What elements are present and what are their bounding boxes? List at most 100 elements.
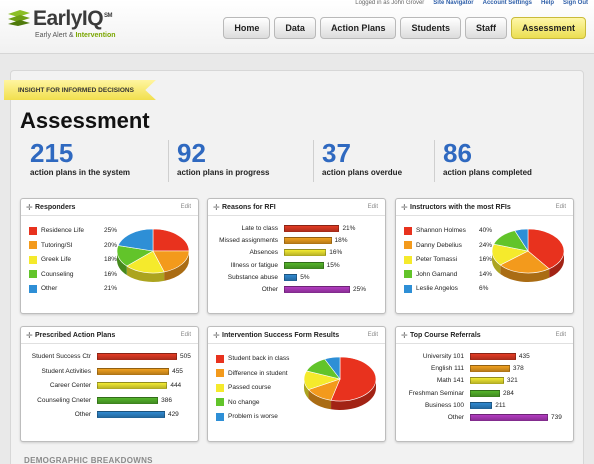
bar xyxy=(470,389,500,397)
pie-slice xyxy=(514,228,529,253)
card-title: Intervention Success Form Results xyxy=(222,332,340,339)
move-icon[interactable]: ✛ xyxy=(401,203,408,212)
bar-row: Freshman Seminar 284 xyxy=(396,389,575,399)
legend-swatch xyxy=(404,284,412,293)
bar-label: Substance abuse xyxy=(227,273,278,281)
bar-value: 21% xyxy=(342,225,356,232)
card-header: ✛ Responders Edit xyxy=(21,199,198,216)
legend-label: Residence Life xyxy=(41,227,84,234)
card-header: ✛ Reasons for RFI Edit xyxy=(208,199,385,216)
responders-card: ✛ Responders Edit Residence Life 25% Tutor… xyxy=(20,198,199,314)
legend-percent: 25% xyxy=(104,227,118,234)
bar-value: 378 xyxy=(512,365,524,373)
logged-in-text: Logged in as John Grover xyxy=(355,0,425,6)
pie-slice-side xyxy=(164,251,189,281)
edit-button[interactable]: Edit xyxy=(555,332,566,338)
edit-button[interactable]: Edit xyxy=(367,204,378,210)
main-nav: Home Data Action Plans Students Staff As… xyxy=(223,17,586,39)
edit-button[interactable]: Edit xyxy=(555,204,566,210)
bar-value: 505 xyxy=(180,353,191,360)
account-settings-link[interactable]: Account Settings xyxy=(482,0,532,6)
card-header: ✛ Intervention Success Form Results Edit xyxy=(208,327,385,344)
move-icon[interactable]: ✛ xyxy=(213,331,220,340)
legend-swatch xyxy=(216,354,224,363)
pie-slice xyxy=(527,228,565,270)
legend-percent: 6% xyxy=(479,285,489,292)
legend-label: John Garnand xyxy=(416,270,458,278)
help-link[interactable]: Help xyxy=(540,0,554,6)
insight-ribbon: INSIGHT FOR INFORMED DECISIONS xyxy=(4,80,156,100)
bar xyxy=(470,401,493,409)
bar-value: 321 xyxy=(506,377,518,385)
legend-label: Problem is worse xyxy=(228,413,278,420)
brand-name[interactable]: EarlyIQSM xyxy=(33,7,113,30)
instructors-pie xyxy=(491,228,565,283)
bar xyxy=(470,353,516,360)
legend-label: Danny Debelius xyxy=(416,241,462,249)
nav-data[interactable]: Data xyxy=(274,17,316,39)
move-icon[interactable]: ✛ xyxy=(26,203,33,212)
nav-staff[interactable]: Staff xyxy=(464,17,507,39)
pie-slice-side xyxy=(331,379,376,411)
edit-button[interactable]: Edit xyxy=(180,332,191,338)
pie-slice xyxy=(152,250,190,273)
move-icon[interactable]: ✛ xyxy=(213,203,220,212)
legend-item: Other 21% xyxy=(29,283,117,294)
bar-label: Other xyxy=(74,411,91,418)
pie-slice-side xyxy=(500,265,550,283)
nav-assessment[interactable]: Assessment xyxy=(510,17,586,39)
nav-students[interactable]: Students xyxy=(400,17,461,39)
legend-label: Counseling xyxy=(41,270,74,278)
legend-percent: 20% xyxy=(104,241,118,249)
bar xyxy=(470,377,504,385)
bar-value: 284 xyxy=(502,389,514,397)
bar xyxy=(284,261,324,269)
legend-item: No change xyxy=(216,397,259,408)
stat-overdue: 37 action plans overdue xyxy=(313,140,402,182)
legend-item: Peter Tomassi 16% xyxy=(404,254,492,265)
move-icon[interactable]: ✛ xyxy=(401,331,408,340)
intervention-card: ✛ Intervention Success Form Results Edit… xyxy=(207,326,386,442)
stat-completed: 86 action plans completed xyxy=(434,140,532,182)
legend-swatch xyxy=(404,226,412,235)
stat-value: 215 xyxy=(30,138,74,168)
bar-value: 5% xyxy=(300,273,310,281)
intervention-pie xyxy=(303,356,377,411)
pie-slice xyxy=(324,356,341,380)
nav-home[interactable]: Home xyxy=(223,17,271,39)
legend-label: Student back in class xyxy=(228,355,290,362)
bar-value: 16% xyxy=(329,249,343,257)
edit-button[interactable]: Edit xyxy=(367,332,378,338)
demographic-breakdowns-heading: DEMOGRAPHIC BREAKDOWNS xyxy=(24,456,153,464)
sign-out-link[interactable]: Sign Out xyxy=(563,0,588,6)
pie-slice xyxy=(330,356,377,402)
legend-label: No change xyxy=(228,398,260,406)
pie-slice xyxy=(499,250,550,274)
user-bar: Logged in as John Grover Site Navigator … xyxy=(355,0,588,6)
legend-label: Leslie Angelos xyxy=(416,285,458,292)
brand-superscript: SM xyxy=(104,13,113,19)
nav-action-plans[interactable]: Action Plans xyxy=(319,17,397,39)
page-title: Assessment xyxy=(20,108,150,133)
card-title: Reasons for RFI xyxy=(222,204,276,211)
legend-percent: 21% xyxy=(104,285,118,292)
legend-item: Danny Debelius 24% xyxy=(404,240,492,251)
bar-label: Missed assignments xyxy=(219,237,278,245)
edit-button[interactable]: Edit xyxy=(180,204,191,210)
bar-value: 435 xyxy=(518,353,530,360)
bar-label: Late to class xyxy=(241,225,279,232)
bar-label: Absences xyxy=(249,249,278,257)
bar-label: Freshman Seminar xyxy=(408,389,464,397)
bar-value: 386 xyxy=(161,396,172,404)
stat-label: action plans completed xyxy=(443,168,532,177)
bar xyxy=(470,365,510,373)
bar-label: University 101 xyxy=(422,353,464,360)
move-icon[interactable]: ✛ xyxy=(26,331,33,340)
stat-in-progress: 92 action plans in progress xyxy=(168,140,269,182)
bar xyxy=(284,249,327,257)
card-title: Prescribed Action Plans xyxy=(35,332,116,339)
bar-row: Missed assignments 18% xyxy=(208,236,387,246)
legend-item: John Garnand 14% xyxy=(404,269,492,280)
legend-item: Counseling 16% xyxy=(29,269,117,280)
site-navigator-link[interactable]: Site Navigator xyxy=(433,0,474,6)
